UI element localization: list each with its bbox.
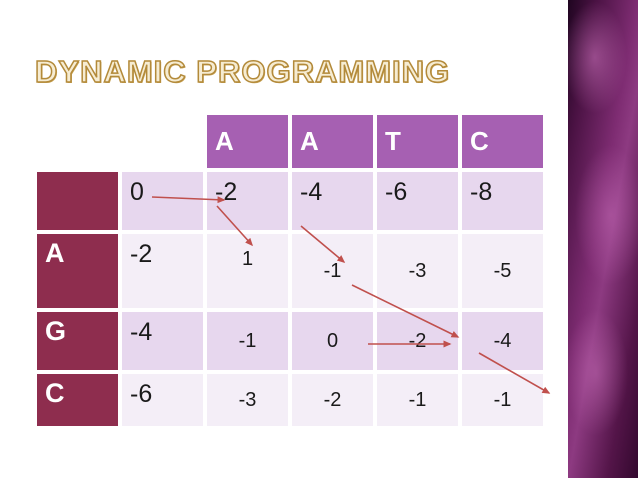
header-cell-letter: A bbox=[290, 113, 375, 170]
matrix-cell: -6 bbox=[375, 170, 460, 232]
matrix-cell: -4 bbox=[460, 310, 545, 372]
matrix-cell: -6 bbox=[120, 372, 205, 428]
header-cell-letter: A bbox=[205, 113, 290, 170]
matrix-cell: -8 bbox=[460, 170, 545, 232]
matrix-cell: 0 bbox=[120, 170, 205, 232]
matrix-cell: -1 bbox=[290, 232, 375, 310]
matrix-cell: -1 bbox=[205, 310, 290, 372]
matrix-cell: -4 bbox=[290, 170, 375, 232]
header-cell-empty bbox=[120, 113, 205, 170]
matrix-cell: -3 bbox=[205, 372, 290, 428]
matrix-cell: -2 bbox=[120, 232, 205, 310]
slide-title: DYNAMIC PROGRAMMING bbox=[34, 53, 451, 90]
matrix-cell: -2 bbox=[290, 372, 375, 428]
header-cell-empty bbox=[35, 113, 120, 170]
row-label-cell: G bbox=[35, 310, 120, 372]
row-label-cell: A bbox=[35, 232, 120, 310]
matrix-cell: -2 bbox=[205, 170, 290, 232]
matrix-cell: -1 bbox=[375, 372, 460, 428]
dp-alignment-table: A A T C 0 -2 -4 -6 -8 A -2 1 -1 -3 -5 G … bbox=[35, 113, 545, 428]
matrix-cell: -2 bbox=[375, 310, 460, 372]
decorative-side-band bbox=[568, 0, 638, 478]
matrix-cell: -1 bbox=[460, 372, 545, 428]
matrix-cell: -5 bbox=[460, 232, 545, 310]
matrix-cell: 0 bbox=[290, 310, 375, 372]
header-cell-letter: T bbox=[375, 113, 460, 170]
row-label-cell bbox=[35, 170, 120, 232]
matrix-cell: -4 bbox=[120, 310, 205, 372]
matrix-cell: -3 bbox=[375, 232, 460, 310]
header-cell-letter: C bbox=[460, 113, 545, 170]
row-label-cell: C bbox=[35, 372, 120, 428]
matrix-cell: 1 bbox=[205, 232, 290, 310]
